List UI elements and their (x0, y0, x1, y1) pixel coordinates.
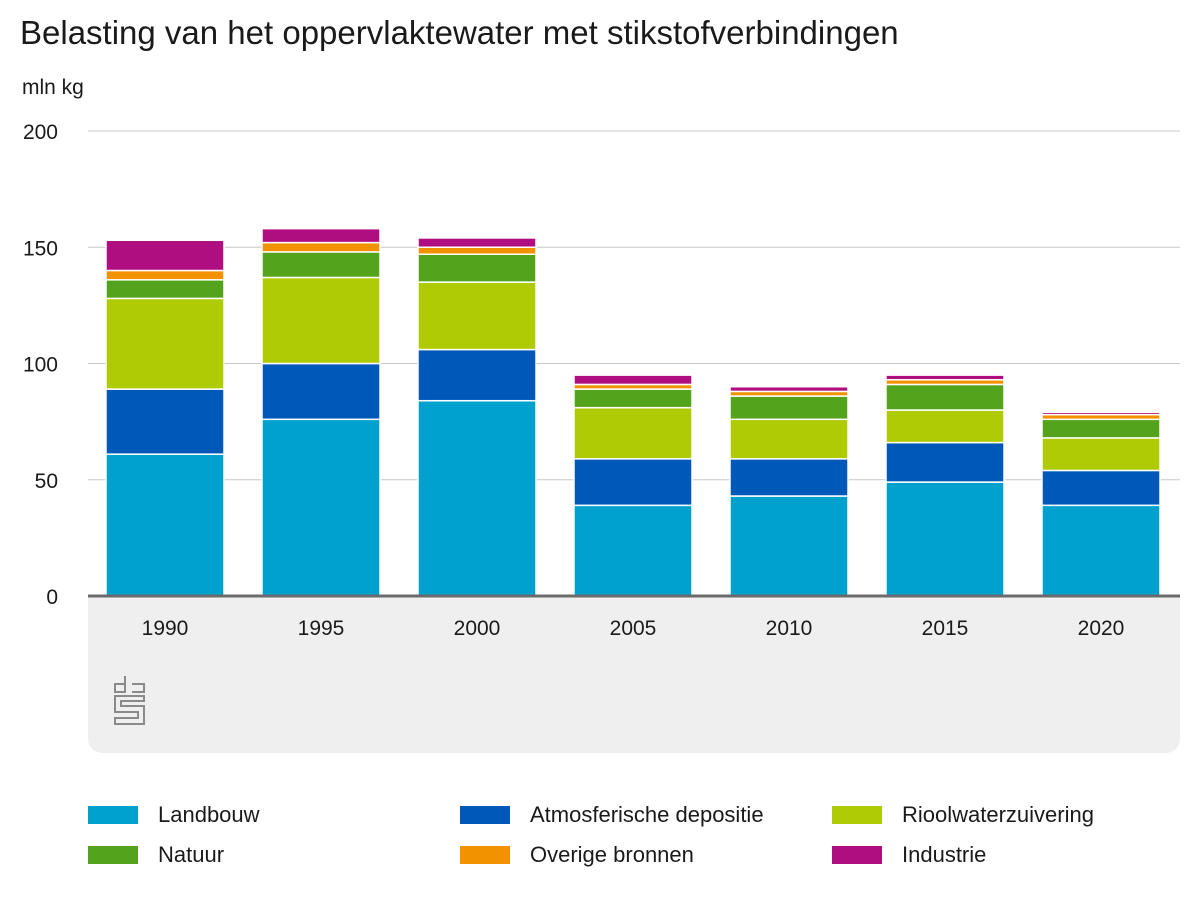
legend-swatch (88, 846, 138, 864)
bar-segment (573, 388, 693, 409)
legend-label: Atmosferische depositie (530, 802, 764, 827)
y-tick-label: 150 (23, 237, 58, 260)
x-tick-label: 2020 (1078, 617, 1125, 640)
bar-segment (417, 253, 537, 283)
bar-segment (1041, 504, 1161, 597)
legend-item: Rioolwaterzuivering (832, 802, 1094, 828)
tick-labels: 0 50 100 150 200 1990 1995 2000 2005 2010 2015 2020 (23, 121, 1124, 640)
bars (88, 227, 1180, 598)
bar-segment (729, 418, 849, 460)
cbs-logo-icon (114, 676, 145, 725)
bar-segment (261, 241, 381, 253)
legend-item: Overige bronnen (460, 842, 694, 868)
bar-segment (105, 453, 225, 597)
bar-segment (729, 458, 849, 497)
x-tick-label: 1990 (142, 617, 189, 640)
x-tick-label: 2005 (610, 617, 657, 640)
legend-item: Industrie (832, 842, 986, 868)
chart-title: Belasting van het oppervlaktewater met s… (20, 14, 899, 51)
legend-label: Overige bronnen (530, 842, 694, 867)
legend-label: Landbouw (158, 802, 260, 827)
x-tick-label: 2015 (922, 617, 969, 640)
bar-segment (573, 504, 693, 597)
bar-segment (885, 481, 1005, 597)
x-tick-label: 2010 (766, 617, 813, 640)
legend-label: Rioolwaterzuivering (902, 802, 1094, 827)
legend-label: Industrie (902, 842, 987, 867)
legend-swatch (832, 806, 882, 824)
bar-segment (261, 227, 381, 244)
bar-segment (105, 239, 225, 272)
bar-segment (885, 383, 1005, 411)
bar-segment (105, 279, 225, 300)
y-axis-unit-label: mln kg (22, 76, 84, 99)
legend-item: Natuur (88, 842, 224, 868)
bar-segment (261, 362, 381, 421)
y-tick-label: 200 (23, 121, 58, 144)
legend-swatch (460, 846, 510, 864)
bar-segment (573, 458, 693, 507)
legend-swatch (88, 806, 138, 824)
bar-segment (1041, 411, 1161, 416)
bar-segment (729, 386, 849, 393)
y-tick-label: 50 (35, 470, 58, 493)
bar-segment (1041, 418, 1161, 439)
x-tick-label: 1995 (298, 617, 345, 640)
legend-swatch (460, 806, 510, 824)
bar-segment (417, 399, 537, 597)
y-tick-label: 0 (46, 586, 58, 609)
bar-segment (573, 374, 693, 386)
bar-segment (1041, 437, 1161, 472)
x-tick-label: 2000 (454, 617, 501, 640)
y-tick-label: 100 (23, 354, 58, 377)
bar-segment (1041, 469, 1161, 507)
legend-label: Natuur (158, 842, 225, 867)
bar-segment (573, 406, 693, 460)
bar-segment (885, 374, 1005, 381)
bar-segment (729, 395, 849, 421)
bar-segment (417, 237, 537, 248)
bar-segment (885, 409, 1005, 444)
legend-item: Landbouw (88, 802, 260, 828)
bar-segment (261, 276, 381, 365)
legend: Landbouw Atmosferische depositie Rioolwate… (88, 798, 1188, 878)
bar-segment (105, 388, 225, 455)
bar-segment (417, 348, 537, 402)
bar-segment (729, 495, 849, 597)
bar-segment (417, 281, 537, 351)
bar-segment (417, 246, 537, 255)
legend-item: Atmosferische depositie (460, 802, 764, 828)
bar-segment (261, 418, 381, 597)
legend-swatch (832, 846, 882, 864)
bar-segment (105, 297, 225, 390)
bar-segment (261, 251, 381, 279)
bar-segment (885, 441, 1005, 483)
x-axis-panel (88, 597, 1180, 753)
bar-segment (105, 269, 225, 281)
